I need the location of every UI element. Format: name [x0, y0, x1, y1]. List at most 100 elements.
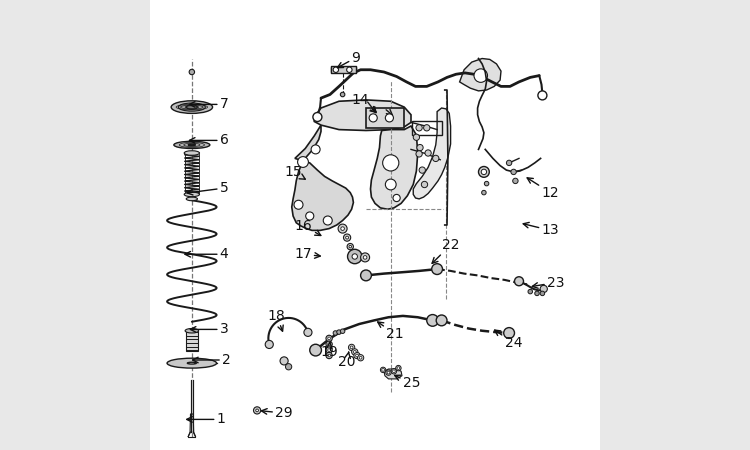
Polygon shape [370, 126, 418, 209]
Circle shape [304, 328, 312, 337]
Text: 9: 9 [338, 50, 361, 68]
Text: 18: 18 [268, 309, 286, 331]
Circle shape [356, 354, 358, 357]
Polygon shape [384, 369, 402, 379]
Circle shape [311, 145, 320, 154]
Text: 29: 29 [262, 406, 292, 420]
Circle shape [369, 114, 377, 122]
Ellipse shape [174, 141, 210, 149]
Circle shape [340, 329, 345, 333]
Text: 14: 14 [352, 93, 376, 112]
Text: 3: 3 [190, 322, 229, 337]
Ellipse shape [185, 328, 199, 333]
Circle shape [326, 335, 332, 342]
FancyArrow shape [332, 67, 356, 72]
Circle shape [306, 212, 314, 220]
Circle shape [333, 67, 338, 72]
Circle shape [326, 352, 332, 359]
Circle shape [540, 291, 544, 296]
Circle shape [346, 67, 352, 72]
Circle shape [514, 277, 523, 286]
Circle shape [482, 169, 487, 175]
Circle shape [382, 369, 385, 371]
Polygon shape [292, 125, 353, 230]
Text: 2: 2 [193, 353, 231, 367]
Circle shape [347, 249, 362, 264]
Circle shape [338, 224, 347, 233]
Circle shape [425, 150, 431, 156]
Circle shape [256, 409, 259, 412]
Circle shape [540, 285, 548, 292]
Text: 1: 1 [187, 412, 226, 427]
Ellipse shape [184, 192, 200, 197]
Text: 19: 19 [320, 342, 338, 359]
Circle shape [396, 365, 401, 371]
Circle shape [422, 181, 428, 188]
Circle shape [386, 114, 394, 122]
Circle shape [328, 349, 331, 351]
Circle shape [432, 264, 442, 274]
Circle shape [482, 190, 486, 195]
Circle shape [310, 344, 322, 356]
Circle shape [337, 330, 341, 334]
Text: 13: 13 [524, 222, 559, 238]
Circle shape [392, 369, 397, 374]
Circle shape [354, 352, 360, 359]
Bar [185, 331, 198, 351]
Ellipse shape [167, 358, 217, 368]
Circle shape [386, 370, 392, 375]
Circle shape [328, 337, 331, 340]
Ellipse shape [178, 103, 206, 111]
Polygon shape [460, 58, 501, 91]
Polygon shape [314, 100, 411, 130]
Circle shape [328, 354, 331, 357]
Circle shape [380, 367, 386, 373]
Text: 15: 15 [284, 165, 305, 179]
Text: 16: 16 [295, 219, 321, 235]
Circle shape [424, 125, 430, 131]
Circle shape [506, 160, 512, 166]
Circle shape [344, 234, 351, 241]
Circle shape [340, 92, 345, 97]
Circle shape [353, 351, 356, 353]
Circle shape [349, 245, 352, 248]
Text: 24: 24 [495, 330, 522, 350]
Circle shape [313, 112, 322, 122]
Circle shape [393, 194, 400, 202]
Circle shape [340, 227, 344, 230]
Circle shape [478, 166, 489, 177]
Circle shape [416, 151, 422, 157]
Circle shape [189, 69, 194, 75]
Circle shape [417, 144, 423, 151]
Text: 4: 4 [185, 247, 229, 261]
Circle shape [349, 344, 355, 351]
Circle shape [528, 289, 532, 294]
Circle shape [538, 91, 547, 100]
Circle shape [266, 340, 273, 348]
Circle shape [280, 357, 288, 365]
Ellipse shape [188, 144, 196, 146]
Circle shape [254, 407, 261, 414]
Circle shape [511, 169, 516, 175]
Circle shape [298, 157, 308, 167]
Circle shape [361, 270, 371, 281]
Text: 20: 20 [338, 352, 356, 369]
Circle shape [358, 355, 364, 361]
Text: 21: 21 [378, 322, 404, 341]
Circle shape [326, 341, 332, 347]
Ellipse shape [171, 101, 212, 113]
Text: 23: 23 [532, 275, 565, 290]
Circle shape [427, 315, 439, 326]
Circle shape [397, 367, 400, 369]
Ellipse shape [186, 197, 197, 201]
Circle shape [361, 253, 370, 262]
Circle shape [363, 256, 367, 259]
Text: 5: 5 [188, 181, 229, 195]
Circle shape [382, 155, 399, 171]
Circle shape [359, 356, 362, 359]
Circle shape [436, 315, 447, 326]
Ellipse shape [184, 151, 200, 155]
Text: 17: 17 [294, 247, 320, 261]
Ellipse shape [188, 362, 196, 364]
Bar [366, 108, 404, 128]
